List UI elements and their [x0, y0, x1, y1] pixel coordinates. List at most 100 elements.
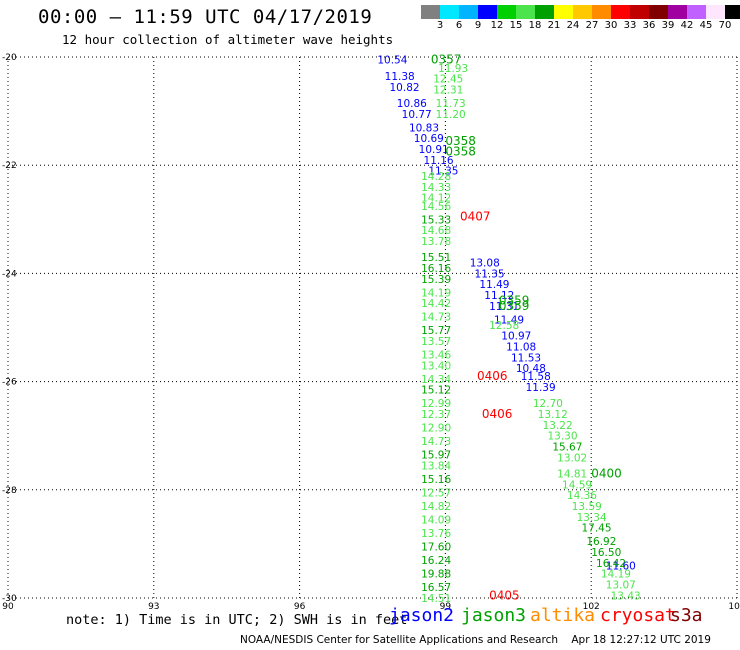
data-label-jason3: 15.16 [421, 474, 451, 486]
x-tick-label: 96 [294, 602, 306, 612]
y-tick-label: -20 [2, 53, 17, 63]
footer-credit: NOAA/NESDIS Center for Satellite Applica… [240, 634, 711, 646]
data-label-jason2: 10.48 [516, 363, 546, 375]
data-label-jason3: 12.99 [421, 398, 451, 410]
legend-item-altika: altika [530, 605, 596, 626]
y-tick-label: -28 [2, 486, 17, 496]
colorbar-swatch [516, 5, 535, 19]
data-label-jason3: 13.34 [577, 512, 607, 524]
data-label-jason2: 11.39 [526, 382, 556, 394]
y-tick-label: -22 [2, 161, 17, 171]
data-label-jason2: 11.58 [521, 371, 551, 383]
colorbar-label: 21 [547, 20, 561, 31]
colorbar-label: 3 [436, 20, 444, 31]
data-label-jason3: 14.19 [421, 287, 451, 299]
legend-item-jason2: jason2 [389, 605, 455, 626]
colorbar [421, 5, 740, 19]
colorbar-label: 6 [455, 20, 463, 31]
data-label-jason3: 11.93 [438, 63, 468, 75]
x-tick-label: 102 [583, 602, 600, 612]
data-label-jason3: 14.28 [421, 171, 451, 183]
colorbar-label: 45 [699, 20, 713, 31]
data-label-cryosat: 0406 [477, 369, 508, 383]
data-label-jason3: 14.12 [421, 193, 451, 205]
colorbar-swatch [535, 5, 554, 19]
data-label-jason3: 15.67 [552, 442, 582, 454]
colorbar-swatch [592, 5, 611, 19]
data-label-jason2: 13.08 [470, 258, 500, 270]
data-label-jason2: 11.35 [475, 268, 505, 280]
data-label-jason2: 11.08 [506, 341, 536, 353]
colorbar-swatch [649, 5, 668, 19]
data-label-jason3: 13.30 [547, 431, 577, 443]
note-text: note: 1) Time is in UTC; 2) SWH is in fe… [66, 612, 408, 628]
data-label-jason3: 11.73 [436, 98, 466, 110]
colorbar-label: 24 [566, 20, 580, 31]
data-label-jason2: 11.38 [385, 71, 415, 83]
data-label-jason3: 15.77 [421, 325, 451, 337]
data-label-jason3: 16.16 [421, 263, 451, 275]
data-label-jason3: 15.39 [421, 274, 451, 286]
colorbar-swatch [554, 5, 573, 19]
data-label-jason3: 0358 [445, 145, 476, 159]
y-tick-label: -26 [2, 378, 17, 388]
colorbar-swatch [687, 5, 706, 19]
data-label-cryosat: 0405 [489, 588, 520, 602]
colorbar-label: 36 [642, 20, 656, 31]
data-label-jason3: 14.73 [421, 312, 451, 324]
data-label-jason3: 14.56 [421, 201, 451, 213]
data-label-jason3: 16.24 [421, 555, 451, 567]
data-label-jason3: 11.20 [436, 109, 466, 121]
data-label-jason3: 14.42 [421, 298, 451, 310]
data-label-jason3: 14.73 [421, 436, 451, 448]
colorbar-label: 70 [718, 20, 732, 31]
colorbar-swatch [459, 5, 478, 19]
data-label-jason2: 10.91 [419, 144, 449, 156]
data-label-jason3: 13.57 [421, 336, 451, 348]
data-label-jason3: 14.81 [557, 469, 587, 481]
data-label-jason3: 13.02 [557, 452, 587, 464]
colorbar-swatch [725, 5, 740, 19]
data-label-jason3: 15.33 [421, 214, 451, 226]
data-label-jason3: 16.57 [421, 582, 451, 594]
colorbar-label: 12 [490, 20, 504, 31]
data-label-jason3: 14.33 [421, 182, 451, 194]
data-label-jason3: 13.12 [538, 409, 568, 421]
colorbar-label: 15 [509, 20, 523, 31]
data-label-jason3: 13.78 [421, 236, 451, 248]
colorbar-label: 30 [604, 20, 618, 31]
data-label-jason3: 13.84 [421, 460, 451, 472]
colorbar-swatch [706, 5, 725, 19]
colorbar-swatch [630, 5, 649, 19]
colorbar-swatch [440, 5, 459, 19]
data-label-jason3: 16.42 [596, 558, 626, 570]
colorbar-label: 39 [661, 20, 675, 31]
data-label-jason2: 10.69 [414, 133, 444, 145]
data-label-jason3: 14.19 [601, 569, 631, 581]
data-label-jason3: 12.45 [433, 74, 463, 86]
data-label-jason3: 12.58 [489, 320, 519, 332]
data-label-jason2: 10.86 [397, 98, 427, 110]
data-label-jason3: 0359 [499, 299, 530, 313]
data-label-jason3: 14.82 [421, 501, 451, 513]
y-tick-label: -24 [2, 269, 17, 279]
data-label-jason3: 13.76 [421, 528, 451, 540]
colorbar-label: 42 [680, 20, 694, 31]
data-label-jason3: 14.09 [421, 515, 451, 527]
legend-item-jason3: jason3 [461, 605, 527, 626]
data-label-jason2: 11.35 [428, 166, 458, 178]
data-label-jason3: 17.60 [421, 542, 451, 554]
colorbar-swatch [478, 5, 497, 19]
data-label-jason2: 11.53 [511, 352, 541, 364]
data-label-jason3: 12.57 [421, 488, 451, 500]
x-tick-label: 99 [440, 602, 452, 612]
page-title: 00:00 – 11:59 UTC 04/17/2019 [38, 6, 373, 28]
data-label-cryosat: 0406 [482, 407, 513, 421]
data-label-jason2: 10.82 [390, 82, 420, 94]
colorbar-swatch [668, 5, 687, 19]
data-label-jason3: 19.88 [421, 569, 451, 581]
data-label-jason2: 11.12 [484, 290, 514, 302]
data-label-jason3: 0400 [591, 467, 622, 481]
